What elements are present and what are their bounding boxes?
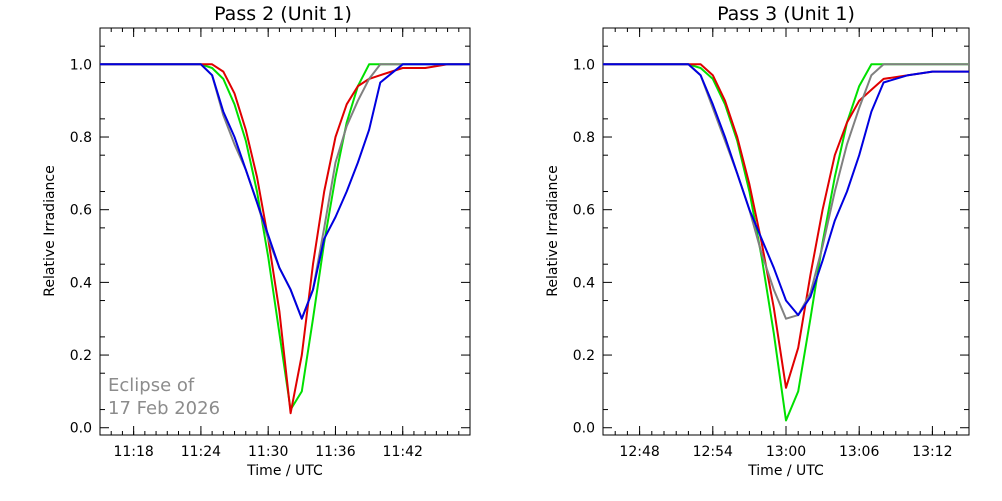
x-axis-label: Time / UTC <box>246 463 323 479</box>
y-tick-label: 0.4 <box>70 275 92 291</box>
y-tick-label: 0.2 <box>70 348 92 364</box>
series-group <box>603 63 969 422</box>
y-axis-ticks: 0.0 0.2 0.4 0.6 0.8 1.0 <box>573 45 969 437</box>
series-line-4 <box>100 63 470 320</box>
panel-title: Pass 2 (Unit 1) <box>214 3 352 25</box>
panel-pass-3: Pass 3 (Unit 1) 0.0 0.2 0.4 0.6 0.8 1.0 12:48… <box>545 3 970 479</box>
y-tick-label: 0.0 <box>573 421 595 437</box>
series-line-3 <box>603 63 969 320</box>
x-tick-label: 11:36 <box>315 444 355 460</box>
y-axis-ticks: 0.0 0.2 0.4 0.6 0.8 1.0 <box>70 45 470 437</box>
y-axis-label: Relative Irradiance <box>42 165 58 296</box>
y-axis-label: Relative Irradiance <box>545 165 561 296</box>
y-tick-label: 0.8 <box>70 130 92 146</box>
y-tick-label: 0.8 <box>573 130 595 146</box>
x-axis-ticks: 12:48 12:54 13:00 13:06 13:12 <box>602 28 970 460</box>
x-axis-ticks: 11:18 11:24 11:30 11:36 11:42 <box>99 28 471 460</box>
y-tick-label: 0.2 <box>573 348 595 364</box>
x-tick-label: 11:18 <box>113 444 153 460</box>
series-line-4 <box>603 63 969 317</box>
y-tick-label: 0.4 <box>573 275 595 291</box>
plot-frame <box>602 27 970 436</box>
series-line-2 <box>100 63 470 415</box>
panel-title: Pass 3 (Unit 1) <box>717 3 855 25</box>
x-tick-label: 13:06 <box>839 444 879 460</box>
x-axis-label: Time / UTC <box>747 463 824 479</box>
x-tick-label: 13:00 <box>766 444 806 460</box>
y-tick-label: 0.6 <box>573 203 595 219</box>
annotation-line-2: 17 Feb 2026 <box>108 398 220 419</box>
series-line-1 <box>603 63 969 422</box>
series-group <box>100 63 470 415</box>
y-tick-label: 1.0 <box>573 57 595 73</box>
y-tick-label: 0.0 <box>70 421 92 437</box>
y-tick-label: 1.0 <box>70 57 92 73</box>
x-tick-label: 11:30 <box>248 444 288 460</box>
y-tick-label: 0.6 <box>70 203 92 219</box>
plot-frame <box>99 27 471 436</box>
x-tick-label: 11:24 <box>181 444 221 460</box>
x-tick-label: 11:42 <box>383 444 423 460</box>
x-tick-label: 13:12 <box>912 444 952 460</box>
x-tick-label: 12:54 <box>693 444 733 460</box>
x-tick-label: 12:48 <box>619 444 659 460</box>
panel-pass-2: Pass 2 (Unit 1) 0.0 0.2 0.4 0.6 0.8 1.0 11:18… <box>42 3 471 479</box>
annotation-line-1: Eclipse of <box>108 375 195 396</box>
series-line-2 <box>603 63 969 389</box>
